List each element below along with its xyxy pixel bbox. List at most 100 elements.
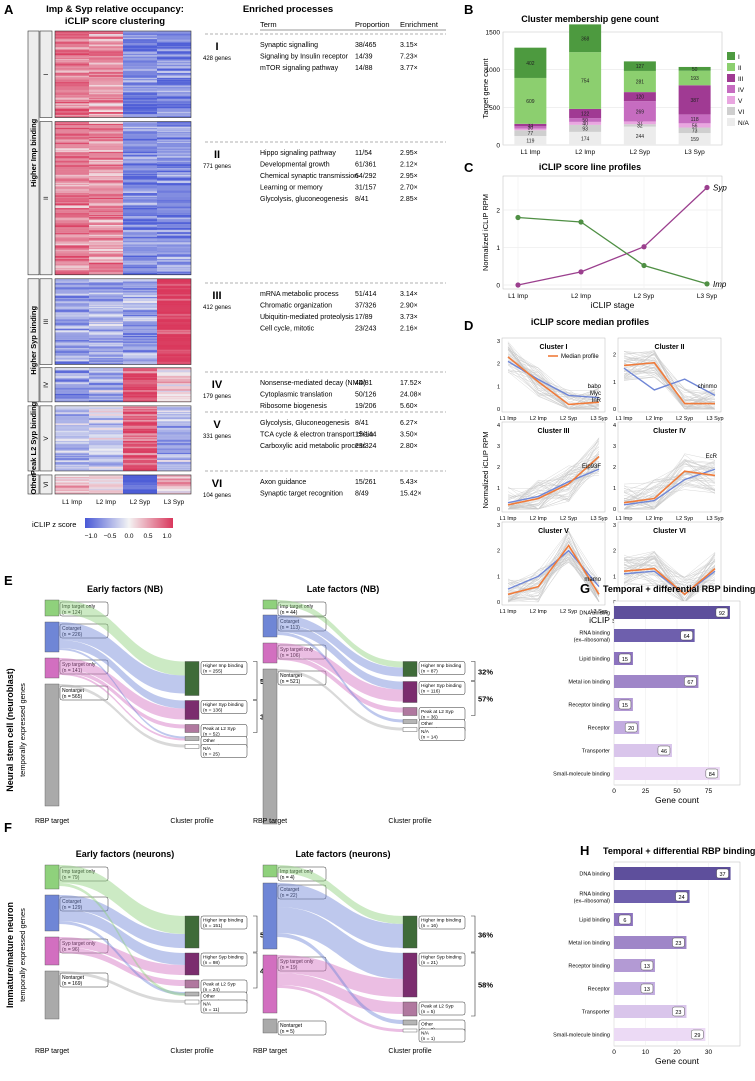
proportion: 23/324 (355, 443, 377, 450)
heatmap-row (55, 143, 89, 144)
heatmap-row (157, 115, 191, 116)
heatmap-row (123, 38, 157, 39)
heatmap-row (157, 293, 191, 294)
header-term: Term (260, 20, 277, 29)
heatmap-row (157, 335, 191, 337)
heatmap-row (89, 154, 123, 156)
heatmap-row (123, 86, 157, 87)
heatmap-row (55, 478, 89, 479)
right-node (185, 953, 199, 975)
heatmap-row (89, 257, 123, 259)
heatmap-row (123, 463, 157, 465)
bar-value: 20 (628, 726, 634, 732)
heatmap-row (55, 44, 89, 46)
heatmap-row (55, 428, 89, 430)
heatmap-row (89, 287, 123, 289)
x-tick: 30 (705, 1049, 713, 1056)
heatmap-row (157, 485, 191, 486)
enrichment: 2.85× (400, 196, 418, 203)
heatmap-row (55, 451, 89, 453)
x-tick: L2 Imp (530, 516, 547, 522)
category-label: Receptor binding (568, 703, 610, 709)
right-count: (n = 14) (421, 735, 438, 741)
heatmap-row (55, 103, 89, 105)
heatmap-row (123, 190, 157, 191)
heatmap-row (55, 285, 89, 286)
heatmap-row (55, 310, 89, 312)
heatmap-row (157, 211, 191, 213)
cluster-label: III (43, 319, 50, 325)
heatmap-row (123, 88, 157, 90)
group-label: Higher Imp binding (29, 118, 38, 187)
heatmap-row (157, 491, 191, 493)
heatmap-row (157, 150, 191, 151)
heatmap-row (55, 362, 89, 364)
bar-label: 33 (528, 123, 534, 129)
heatmap-row (123, 49, 157, 50)
heatmap-row (55, 313, 89, 315)
heatmap-row (89, 75, 123, 77)
bracket (471, 916, 475, 952)
category-label: DNA binding (579, 872, 610, 878)
heatmap-row (89, 358, 123, 359)
heatmap-row (55, 259, 89, 261)
heatmap-row (123, 193, 157, 195)
panel-letter: E (4, 573, 13, 588)
panel-d: D iCLIP score median profiles Cluster Ib… (464, 317, 724, 625)
heatmap-row (157, 144, 191, 146)
y-tick: 1 (496, 245, 500, 252)
sankey-early-nb: Early factors (NB)Imp target only(n = 12… (35, 584, 275, 825)
heatmap-row (55, 254, 89, 256)
gene-label: Eip93F (582, 464, 601, 470)
facet-title: Cluster IV (653, 428, 686, 435)
bar-value: 15 (622, 657, 628, 663)
heatmap-row (89, 177, 123, 178)
heatmap-row (55, 200, 89, 202)
enrichment: 2.70× (400, 185, 418, 192)
y-tick: 0 (497, 507, 500, 513)
heatmap-row (89, 265, 123, 267)
bar-label: 387 (690, 98, 699, 104)
heatmap-row (123, 107, 157, 109)
heatmap-row (157, 107, 191, 109)
heatmap-row (89, 309, 123, 310)
heatmap-row (55, 385, 89, 387)
heatmap-row (157, 283, 191, 284)
y-tick: 2 (613, 465, 616, 471)
heatmap-row (89, 63, 123, 64)
heatmap-row (55, 167, 89, 168)
bar-value: 13 (644, 964, 650, 970)
heatmap-row (89, 215, 123, 216)
y-tick: 1500 (486, 30, 501, 37)
heatmap-row (55, 53, 89, 55)
bar-label: 193 (690, 76, 699, 82)
heatmap-row (55, 137, 89, 139)
x-tick: L2 Syp (560, 516, 577, 522)
legend-label: VI (738, 109, 744, 116)
heatmap-row (157, 49, 191, 51)
left-label-group: Nontarget(n = 5) (278, 1021, 326, 1035)
heatmap-row (55, 410, 89, 411)
legend-title: iCLIP z score (32, 520, 76, 529)
heatmap-row (89, 229, 123, 230)
heatmap-row (157, 358, 191, 360)
term: Chromatic organization (260, 303, 332, 310)
heatmap-row (89, 33, 123, 34)
heatmap-row (157, 253, 191, 254)
heatmap-row (89, 211, 123, 212)
heatmap-row (157, 209, 191, 210)
right-node (185, 701, 199, 720)
heatmap-row (89, 263, 123, 265)
heatmap-row (157, 392, 191, 393)
heatmap-row (157, 301, 191, 303)
heatmap-row (89, 220, 123, 222)
heatmap-row (157, 269, 191, 271)
right-label-group: N/A(n = 25) (201, 745, 247, 758)
heatmap-row (123, 52, 157, 54)
heatmap-row (55, 246, 89, 248)
heatmap-row (55, 64, 89, 66)
heatmap-row (123, 347, 157, 349)
heatmap-row (123, 147, 157, 149)
